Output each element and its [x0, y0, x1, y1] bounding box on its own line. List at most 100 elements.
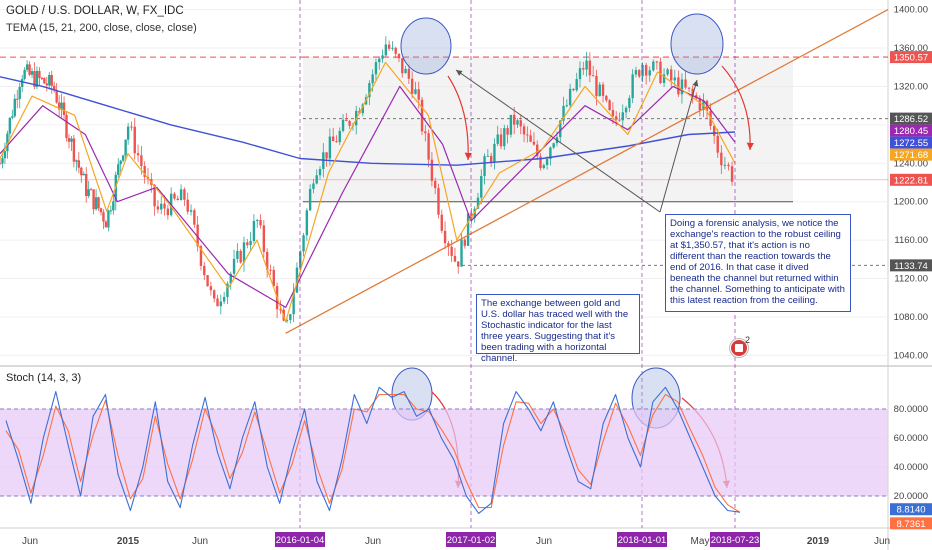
- candle-body: [153, 184, 156, 207]
- candle-body: [3, 151, 7, 159]
- candle-body: [209, 286, 213, 291]
- candle-body: [401, 58, 404, 74]
- candle-body: [680, 79, 684, 95]
- candle-body: [232, 258, 236, 274]
- candle-body: [13, 98, 16, 117]
- pointer-arrow: [659, 79, 699, 213]
- symbol-title[interactable]: GOLD / U.S. DOLLAR, W, FX_IDC: [6, 5, 184, 17]
- candle-body: [727, 164, 730, 167]
- candle-body: [644, 64, 648, 76]
- tema-fast-line: [0, 61, 736, 323]
- candle-body: [361, 104, 364, 114]
- candle-body: [50, 74, 53, 86]
- candle-body: [77, 160, 81, 168]
- candle-body: [109, 210, 113, 212]
- date-marker-label: 2016-01-04: [276, 535, 325, 546]
- stoch-band: [0, 409, 888, 496]
- candle-body: [189, 210, 193, 212]
- candle-body: [614, 116, 618, 120]
- time-tick-label: 2019: [807, 536, 830, 547]
- candle-body: [605, 95, 608, 101]
- candle-body: [499, 134, 503, 147]
- candle-body: [712, 125, 716, 136]
- candle-body: [470, 213, 473, 219]
- stoch-indicator-label[interactable]: Stoch (14, 3, 3): [6, 372, 82, 384]
- candle-body: [341, 119, 345, 131]
- candle-body: [176, 198, 179, 201]
- candle-body: [723, 164, 727, 166]
- candle-body: [199, 246, 203, 266]
- candle-body: [670, 69, 673, 81]
- left-annotation-note[interactable]: The exchange between gold and U.S. dolla…: [476, 294, 640, 364]
- candle-body: [568, 88, 572, 106]
- candle-body: [496, 134, 499, 144]
- tema-indicator-label[interactable]: TEMA (15, 21, 200, close, close, close): [6, 22, 197, 34]
- candle-body: [126, 126, 130, 140]
- candle-body: [437, 188, 440, 215]
- candle-body: [575, 79, 578, 91]
- candle-body: [82, 173, 85, 176]
- candle-body: [397, 53, 401, 59]
- date-marker-badge: [710, 532, 760, 547]
- price-tick-label: 1040.00: [894, 350, 928, 361]
- candle-body: [466, 213, 470, 246]
- candle-body: [624, 107, 628, 113]
- candle-body: [52, 85, 56, 91]
- candle-body: [16, 98, 19, 100]
- candle-body: [331, 136, 335, 142]
- price-label-badge: [890, 259, 932, 272]
- candle-body: [585, 60, 588, 70]
- date-marker-badge: [446, 532, 496, 547]
- candle-body: [173, 193, 176, 199]
- candle-body: [196, 224, 199, 247]
- candle-body: [673, 77, 676, 81]
- candle-body: [618, 119, 621, 121]
- time-tick-label: Jun: [874, 536, 890, 547]
- candle-body: [516, 120, 519, 125]
- flag-icon: [735, 344, 743, 352]
- candle-body: [427, 133, 430, 160]
- candle-body: [447, 243, 450, 247]
- candle-body: [75, 160, 78, 162]
- candle-body: [80, 167, 83, 176]
- candle-body: [239, 250, 242, 263]
- candle-body: [368, 83, 371, 98]
- candle-body: [25, 64, 29, 70]
- candle-body: [539, 156, 542, 169]
- candle-body: [179, 189, 183, 201]
- candle-body: [457, 261, 460, 267]
- candle-body: [33, 71, 36, 87]
- candle-body: [662, 74, 666, 83]
- tema-mid-line: [0, 85, 736, 308]
- candle-body: [473, 208, 476, 219]
- stoch-tick-label: 20.0000: [894, 491, 928, 502]
- candle-body: [460, 239, 463, 267]
- candle-body: [666, 69, 669, 75]
- candle-body: [285, 320, 289, 322]
- candle-body: [30, 71, 34, 75]
- candle-body: [60, 102, 63, 110]
- price-tick-label: 1320.00: [894, 81, 928, 92]
- date-marker-badge: [275, 532, 325, 547]
- candle-body: [532, 141, 536, 145]
- candle-body: [631, 74, 634, 99]
- candle-body: [641, 64, 644, 77]
- candle-body: [163, 203, 166, 209]
- highlight-circle: [400, 17, 452, 75]
- candle-body: [70, 138, 73, 142]
- candle-body: [216, 298, 219, 307]
- candle-body: [572, 88, 575, 91]
- right-annotation-note[interactable]: Doing a forensic analysis, we notice the…: [665, 214, 851, 312]
- curved-arrow: [447, 75, 472, 161]
- event-badge[interactable]: 2: [730, 335, 750, 357]
- stoch-tick-label: 40.0000: [894, 462, 928, 473]
- candle-body: [559, 120, 562, 138]
- candle-body: [38, 70, 41, 79]
- candle-body: [160, 203, 163, 210]
- candle-body: [45, 83, 49, 86]
- time-tick-label: Jun: [22, 536, 38, 547]
- time-tick-label: May: [691, 536, 710, 547]
- candle-body: [156, 206, 160, 210]
- candle-body: [404, 68, 407, 74]
